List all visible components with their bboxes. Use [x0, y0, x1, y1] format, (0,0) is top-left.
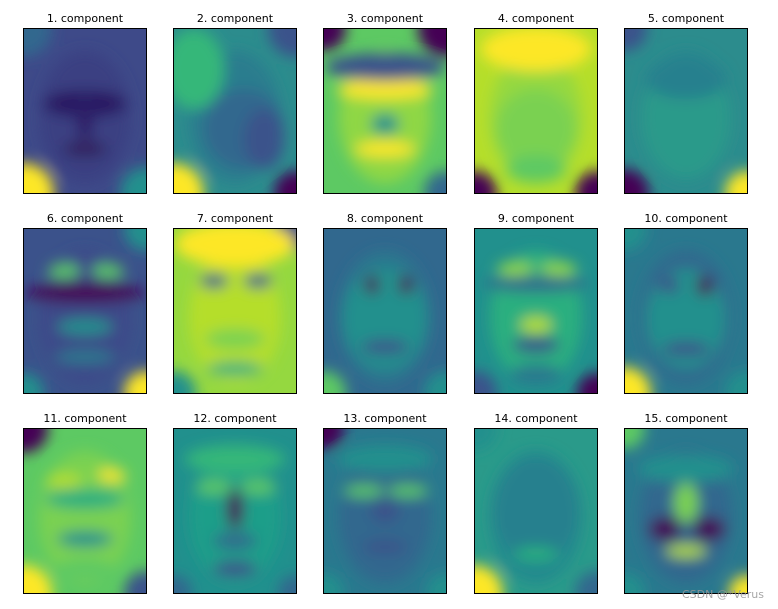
eigenface-image	[24, 229, 146, 393]
component-image	[173, 428, 297, 594]
component-title: 12. component	[193, 412, 277, 425]
eigenface-image	[625, 229, 747, 393]
eigenface-image	[324, 429, 446, 593]
watermark: CSDN @*Verus	[681, 588, 764, 601]
component-title: 7. component	[196, 212, 274, 225]
component-image	[323, 28, 447, 194]
component-title: 6. component	[46, 212, 124, 225]
eigenface-image	[475, 229, 597, 393]
eigenface-image	[24, 429, 146, 593]
eigenface-image	[24, 29, 146, 193]
component-title: 1. component	[46, 12, 124, 25]
component-title: 4. component	[497, 12, 575, 25]
eigenface-image	[174, 29, 296, 193]
eigenface-image	[625, 29, 747, 193]
component-image	[173, 228, 297, 394]
component-image	[474, 228, 598, 394]
eigenface-image	[625, 429, 747, 593]
component-image	[624, 428, 748, 594]
component-title: 3. component	[346, 12, 424, 25]
component-image	[173, 28, 297, 194]
component-title: 10. component	[644, 212, 728, 225]
component-image	[323, 428, 447, 594]
component-title: 2. component	[196, 12, 274, 25]
eigenface-image	[174, 429, 296, 593]
component-title: 14. component	[494, 412, 578, 425]
component-image	[323, 228, 447, 394]
component-title: 5. component	[647, 12, 725, 25]
component-title: 15. component	[644, 412, 728, 425]
component-title: 11. component	[43, 412, 127, 425]
component-image	[474, 428, 598, 594]
component-image	[624, 228, 748, 394]
component-image	[23, 228, 147, 394]
component-image	[23, 428, 147, 594]
component-image	[624, 28, 748, 194]
component-title: 13. component	[343, 412, 427, 425]
eigenface-image	[475, 29, 597, 193]
component-image	[23, 28, 147, 194]
component-title: 9. component	[497, 212, 575, 225]
component-image	[474, 28, 598, 194]
eigenface-image	[475, 429, 597, 593]
eigenface-image	[324, 29, 446, 193]
eigenface-image	[174, 229, 296, 393]
component-title: 8. component	[346, 212, 424, 225]
eigenface-image	[324, 229, 446, 393]
